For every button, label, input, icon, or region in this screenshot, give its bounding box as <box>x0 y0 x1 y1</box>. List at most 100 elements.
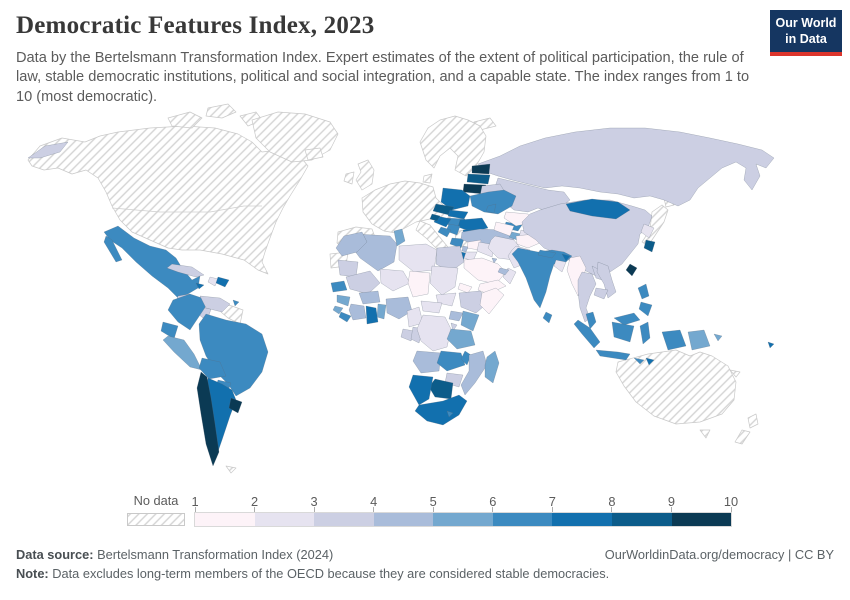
country-new-zealand[interactable]: New Zealand <box>747 413 759 429</box>
country-libya[interactable]: Libya <box>398 243 438 273</box>
country-jamaica[interactable]: Jamaica <box>195 282 205 290</box>
country-new-caledonia[interactable]: New Caledonia <box>729 369 741 378</box>
country-madagascar[interactable]: Madagascar <box>484 350 500 384</box>
country-senegal[interactable]: Senegal <box>330 280 348 293</box>
country-latvia[interactable]: Latvia <box>466 173 491 185</box>
country-united-kingdom[interactable]: United Kingdom <box>355 159 375 191</box>
country-arctic-islands[interactable]: Canadian Arctic Islands <box>205 103 237 119</box>
country-malaysia-peninsula[interactable]: Malaysia <box>585 311 597 330</box>
legend-bin-9-10[interactable] <box>671 513 732 526</box>
legend-bin-5-6[interactable] <box>433 513 493 526</box>
legend-bin-2-3[interactable] <box>254 513 315 526</box>
country-nepal[interactable]: Nepal <box>537 249 557 259</box>
legend-bin-8-9[interactable] <box>611 513 672 526</box>
country-drc[interactable]: Democratic Republic of Congo <box>416 314 452 352</box>
country-guinea[interactable]: Guinea <box>336 294 351 307</box>
country-egypt[interactable]: Egypt <box>435 245 465 273</box>
legend-bin-1-2[interactable] <box>195 513 255 526</box>
country-ireland[interactable]: Ireland <box>343 171 355 185</box>
country-philippines-luzon[interactable]: Philippines <box>637 283 650 300</box>
country-togo-benin[interactable]: Togo & Benin <box>376 303 387 320</box>
country-ivory-coast[interactable]: Côte d'Ivoire <box>348 303 367 321</box>
country-niger[interactable]: Niger <box>379 268 411 292</box>
country-liberia[interactable]: Liberia <box>338 311 352 323</box>
country-chile[interactable]: Chile <box>196 371 220 467</box>
country-australia-tasmania[interactable]: Australia <box>699 429 711 439</box>
country-peru[interactable]: Peru <box>162 335 203 371</box>
country-denmark[interactable]: Denmark <box>422 173 433 184</box>
country-uae[interactable]: United Arab Emirates <box>497 267 510 276</box>
country-burkina-faso[interactable]: Burkina Faso <box>358 290 381 305</box>
country-vietnam[interactable]: Vietnam <box>596 261 617 299</box>
legend-bin-3-4[interactable] <box>314 513 374 526</box>
legend-bin-4-5[interactable] <box>373 513 434 526</box>
country-tanzania[interactable]: Tanzania <box>446 328 476 350</box>
country-sri-lanka[interactable]: Sri Lanka <box>542 311 553 324</box>
country-png-islands[interactable]: Papua New Guinea <box>713 333 723 342</box>
country-slovakia[interactable]: Slovakia <box>447 209 469 220</box>
country-morocco[interactable]: Morocco <box>335 231 368 257</box>
country-botswana[interactable]: Botswana <box>428 378 454 400</box>
country-malawi[interactable]: Malawi <box>460 350 472 366</box>
country-tunisia[interactable]: Tunisia <box>393 228 406 247</box>
country-india[interactable]: India <box>511 247 573 309</box>
country-colombia[interactable]: Colombia <box>167 293 207 331</box>
country-indonesia-java[interactable]: Indonesia <box>595 349 631 361</box>
country-uganda[interactable]: Uganda <box>448 310 464 322</box>
country-indonesia-sulawesi[interactable]: Indonesia <box>639 321 651 345</box>
country-bangladesh[interactable]: Bangladesh <box>553 259 567 273</box>
country-turkmenistan[interactable]: Turkmenistan <box>493 221 515 237</box>
country-lebanon[interactable]: Lebanon <box>461 245 469 253</box>
country-philippines-mindanao[interactable]: Philippines <box>638 301 653 317</box>
country-albania-macedonia[interactable]: Albania & North Macedonia <box>449 237 465 249</box>
country-arctic-islands[interactable]: Canadian Arctic Islands <box>167 111 203 129</box>
country-mongolia[interactable]: Mongolia <box>565 198 631 220</box>
country-united-states-canada[interactable]: United States, Canada & Alaska <box>27 125 309 275</box>
country-indonesia-kalimantan[interactable]: Indonesia <box>611 321 635 343</box>
country-russia-chukotka[interactable]: Russia <box>27 141 69 159</box>
country-australia[interactable]: Australia <box>615 349 737 425</box>
country-cambodia[interactable]: Cambodia <box>593 287 609 300</box>
country-rwanda-burundi[interactable]: Rwanda & Burundi <box>450 322 458 332</box>
country-iceland[interactable]: Iceland <box>304 147 324 161</box>
country-south-africa[interactable]: South Africa <box>414 394 468 426</box>
country-new-zealand[interactable]: New Zealand <box>734 429 751 445</box>
country-fiji[interactable]: Fiji <box>767 341 775 349</box>
country-angola[interactable]: Angola <box>412 350 442 374</box>
legend-bin-6-7[interactable] <box>492 513 553 526</box>
country-mali[interactable]: Mali <box>345 270 381 295</box>
country-estonia[interactable]: Estonia <box>471 163 491 175</box>
country-kenya[interactable]: Kenya <box>460 310 480 332</box>
country-timor-leste[interactable]: Timor-Leste <box>645 357 655 366</box>
country-falkland-islands[interactable]: Falkland Islands <box>225 465 237 474</box>
country-south-korea[interactable]: South Korea <box>643 239 656 253</box>
country-sudan[interactable]: Sudan <box>429 265 459 296</box>
country-indonesia-papua[interactable]: Indonesia <box>661 329 687 351</box>
country-mauritania[interactable]: Mauritania <box>337 259 359 278</box>
country-south-sudan[interactable]: South Sudan <box>435 292 457 307</box>
owid-logo[interactable]: Our World in Data <box>770 10 842 57</box>
country-central-african-republic[interactable]: Central African Republic <box>420 300 443 314</box>
country-ukraine[interactable]: Ukraine <box>469 189 517 215</box>
country-trinidad[interactable]: Trinidad and Tobago <box>232 299 240 307</box>
country-indonesia-lesser-sunda[interactable]: Indonesia <box>633 357 645 365</box>
country-poland[interactable]: Poland <box>440 187 471 211</box>
country-gabon[interactable]: Gabon <box>400 328 415 342</box>
country-indonesia-sumatra[interactable]: Indonesia <box>573 319 601 349</box>
country-saudi-arabia[interactable]: Saudi Arabia <box>463 257 507 285</box>
country-bolivia[interactable]: Bolivia <box>198 357 227 380</box>
country-ghana[interactable]: Ghana <box>365 305 379 325</box>
country-north-korea[interactable]: North Korea <box>640 223 655 239</box>
country-mozambique[interactable]: Mozambique <box>460 350 488 396</box>
country-bosnia[interactable]: Bosnia and Herzegovina <box>437 226 452 238</box>
country-papua-new-guinea[interactable]: Papua New Guinea <box>687 329 711 351</box>
country-mexico-baja[interactable]: Mexico <box>103 235 123 263</box>
country-mexico[interactable]: Mexico <box>103 225 201 299</box>
country-namibia[interactable]: Namibia <box>408 374 434 406</box>
country-slovenia[interactable]: Slovenia <box>429 213 441 222</box>
country-eritrea[interactable]: Eritrea <box>457 282 473 294</box>
country-venezuela[interactable]: Venezuela <box>199 295 231 313</box>
country-kuwait[interactable]: Kuwait <box>491 257 498 264</box>
country-china[interactable]: China <box>521 199 653 277</box>
country-bhutan[interactable]: Bhutan <box>561 253 571 262</box>
